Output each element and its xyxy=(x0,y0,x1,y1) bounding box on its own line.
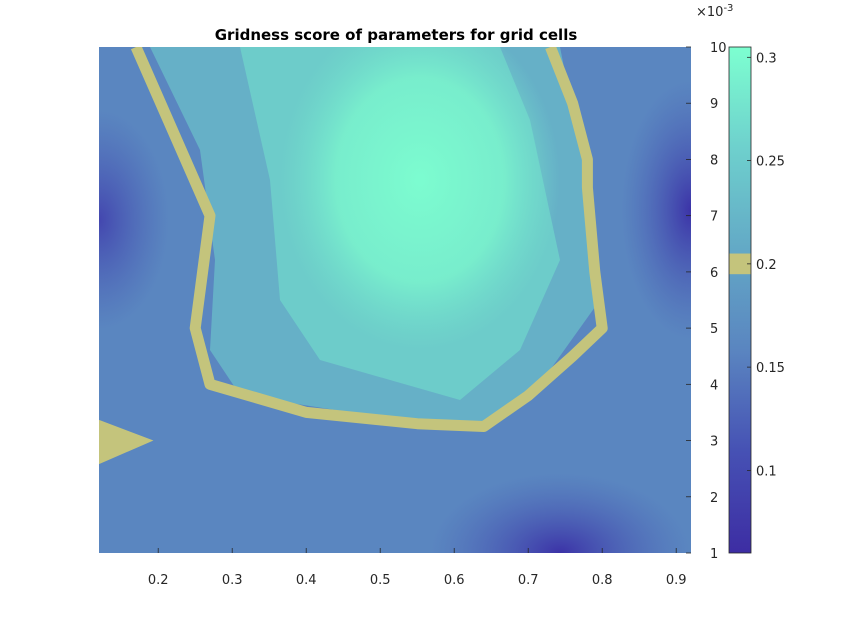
y-axis: 1 2 3 4 5 6 7 8 9 10 xyxy=(686,41,727,562)
x-tick-label: 0.6 xyxy=(444,573,465,588)
x-tick-label: 0.5 xyxy=(370,573,391,588)
x-axis: 0.2 0.3 0.4 0.5 0.6 0.7 0.8 0.9 xyxy=(148,548,687,588)
y-tick-label: 1 xyxy=(710,547,718,562)
colorbar-tick-label: 0.2 xyxy=(756,258,777,273)
colorbar-ticks: 0.1 0.15 0.2 0.25 0.3 xyxy=(747,51,785,479)
y-tick-label: 8 xyxy=(710,153,718,168)
colorbar-tick-label: 0.1 xyxy=(756,464,777,479)
y-axis-exponent-power: -3 xyxy=(723,3,733,14)
x-tick-label: 0.8 xyxy=(592,573,613,588)
colorbar: 0.1 0.15 0.2 0.25 0.3 xyxy=(728,46,785,554)
colorbar-highlight-band xyxy=(729,253,751,275)
y-tick-label: 9 xyxy=(710,97,718,112)
x-tick-label: 0.7 xyxy=(518,573,539,588)
y-tick-label: 7 xyxy=(710,210,718,225)
y-axis-exponent: ×10-3 xyxy=(696,3,733,20)
y-tick-label: 2 xyxy=(710,491,718,506)
x-tick-label: 0.9 xyxy=(666,573,687,588)
colorbar-tick-label: 0.15 xyxy=(756,361,785,376)
surface-peak-glow xyxy=(280,47,560,350)
y-tick-label: 6 xyxy=(710,266,718,281)
chart-title: Gridness score of parameters for grid ce… xyxy=(215,26,578,44)
highlight-contour-island xyxy=(99,419,154,465)
y-tick-label: 4 xyxy=(710,378,718,393)
y-tick-label: 10 xyxy=(710,41,727,56)
colorbar-frame xyxy=(728,46,752,554)
surface-low-right xyxy=(621,80,691,340)
highlight-contour-main xyxy=(130,47,608,432)
y-axis-exponent-base: ×10 xyxy=(696,5,723,20)
x-tick-label: 0.4 xyxy=(296,573,317,588)
surface-low-left xyxy=(99,110,169,330)
x-tick-label: 0.2 xyxy=(148,573,169,588)
y-tick-label: 3 xyxy=(710,435,718,450)
colorbar-tick-label: 0.25 xyxy=(756,155,785,170)
colorbar-tick-label: 0.3 xyxy=(756,51,777,66)
plot-area xyxy=(99,47,691,553)
surface-low-bottom xyxy=(430,473,690,553)
colorbar-gradient xyxy=(729,47,751,553)
y-tick-label: 5 xyxy=(710,322,718,337)
x-tick-label: 0.3 xyxy=(222,573,243,588)
